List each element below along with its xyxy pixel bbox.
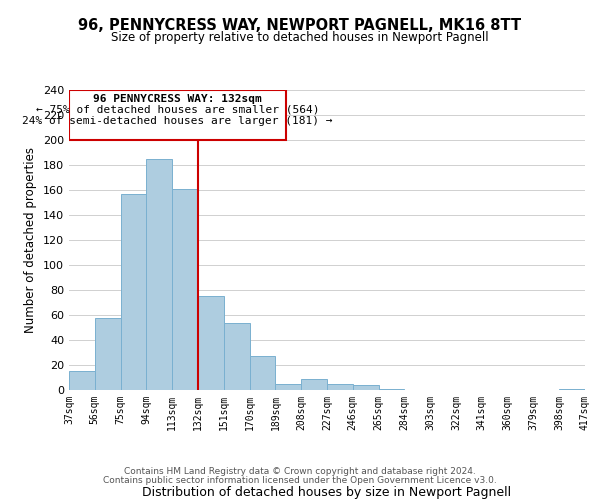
Bar <box>172 188 198 390</box>
Bar <box>224 322 250 390</box>
Bar <box>353 385 379 390</box>
Text: 24% of semi-detached houses are larger (181) →: 24% of semi-detached houses are larger (… <box>22 116 333 126</box>
Bar <box>69 371 95 390</box>
Text: ← 75% of detached houses are smaller (564): ← 75% of detached houses are smaller (56… <box>36 105 319 115</box>
Bar <box>95 318 121 390</box>
Bar <box>275 384 301 390</box>
Text: 96 PENNYCRESS WAY: 132sqm: 96 PENNYCRESS WAY: 132sqm <box>93 94 262 104</box>
Bar <box>327 384 353 390</box>
Bar <box>250 356 275 390</box>
X-axis label: Distribution of detached houses by size in Newport Pagnell: Distribution of detached houses by size … <box>142 486 512 498</box>
Bar <box>301 379 327 390</box>
Text: Contains HM Land Registry data © Crown copyright and database right 2024.: Contains HM Land Registry data © Crown c… <box>124 467 476 476</box>
Text: 96, PENNYCRESS WAY, NEWPORT PAGNELL, MK16 8TT: 96, PENNYCRESS WAY, NEWPORT PAGNELL, MK1… <box>79 18 521 32</box>
Bar <box>146 159 172 390</box>
Bar <box>121 194 146 390</box>
Bar <box>379 389 404 390</box>
Bar <box>559 389 585 390</box>
Bar <box>198 296 224 390</box>
Text: Size of property relative to detached houses in Newport Pagnell: Size of property relative to detached ho… <box>111 32 489 44</box>
Text: Contains public sector information licensed under the Open Government Licence v3: Contains public sector information licen… <box>103 476 497 485</box>
FancyBboxPatch shape <box>69 90 286 140</box>
Y-axis label: Number of detached properties: Number of detached properties <box>25 147 37 333</box>
